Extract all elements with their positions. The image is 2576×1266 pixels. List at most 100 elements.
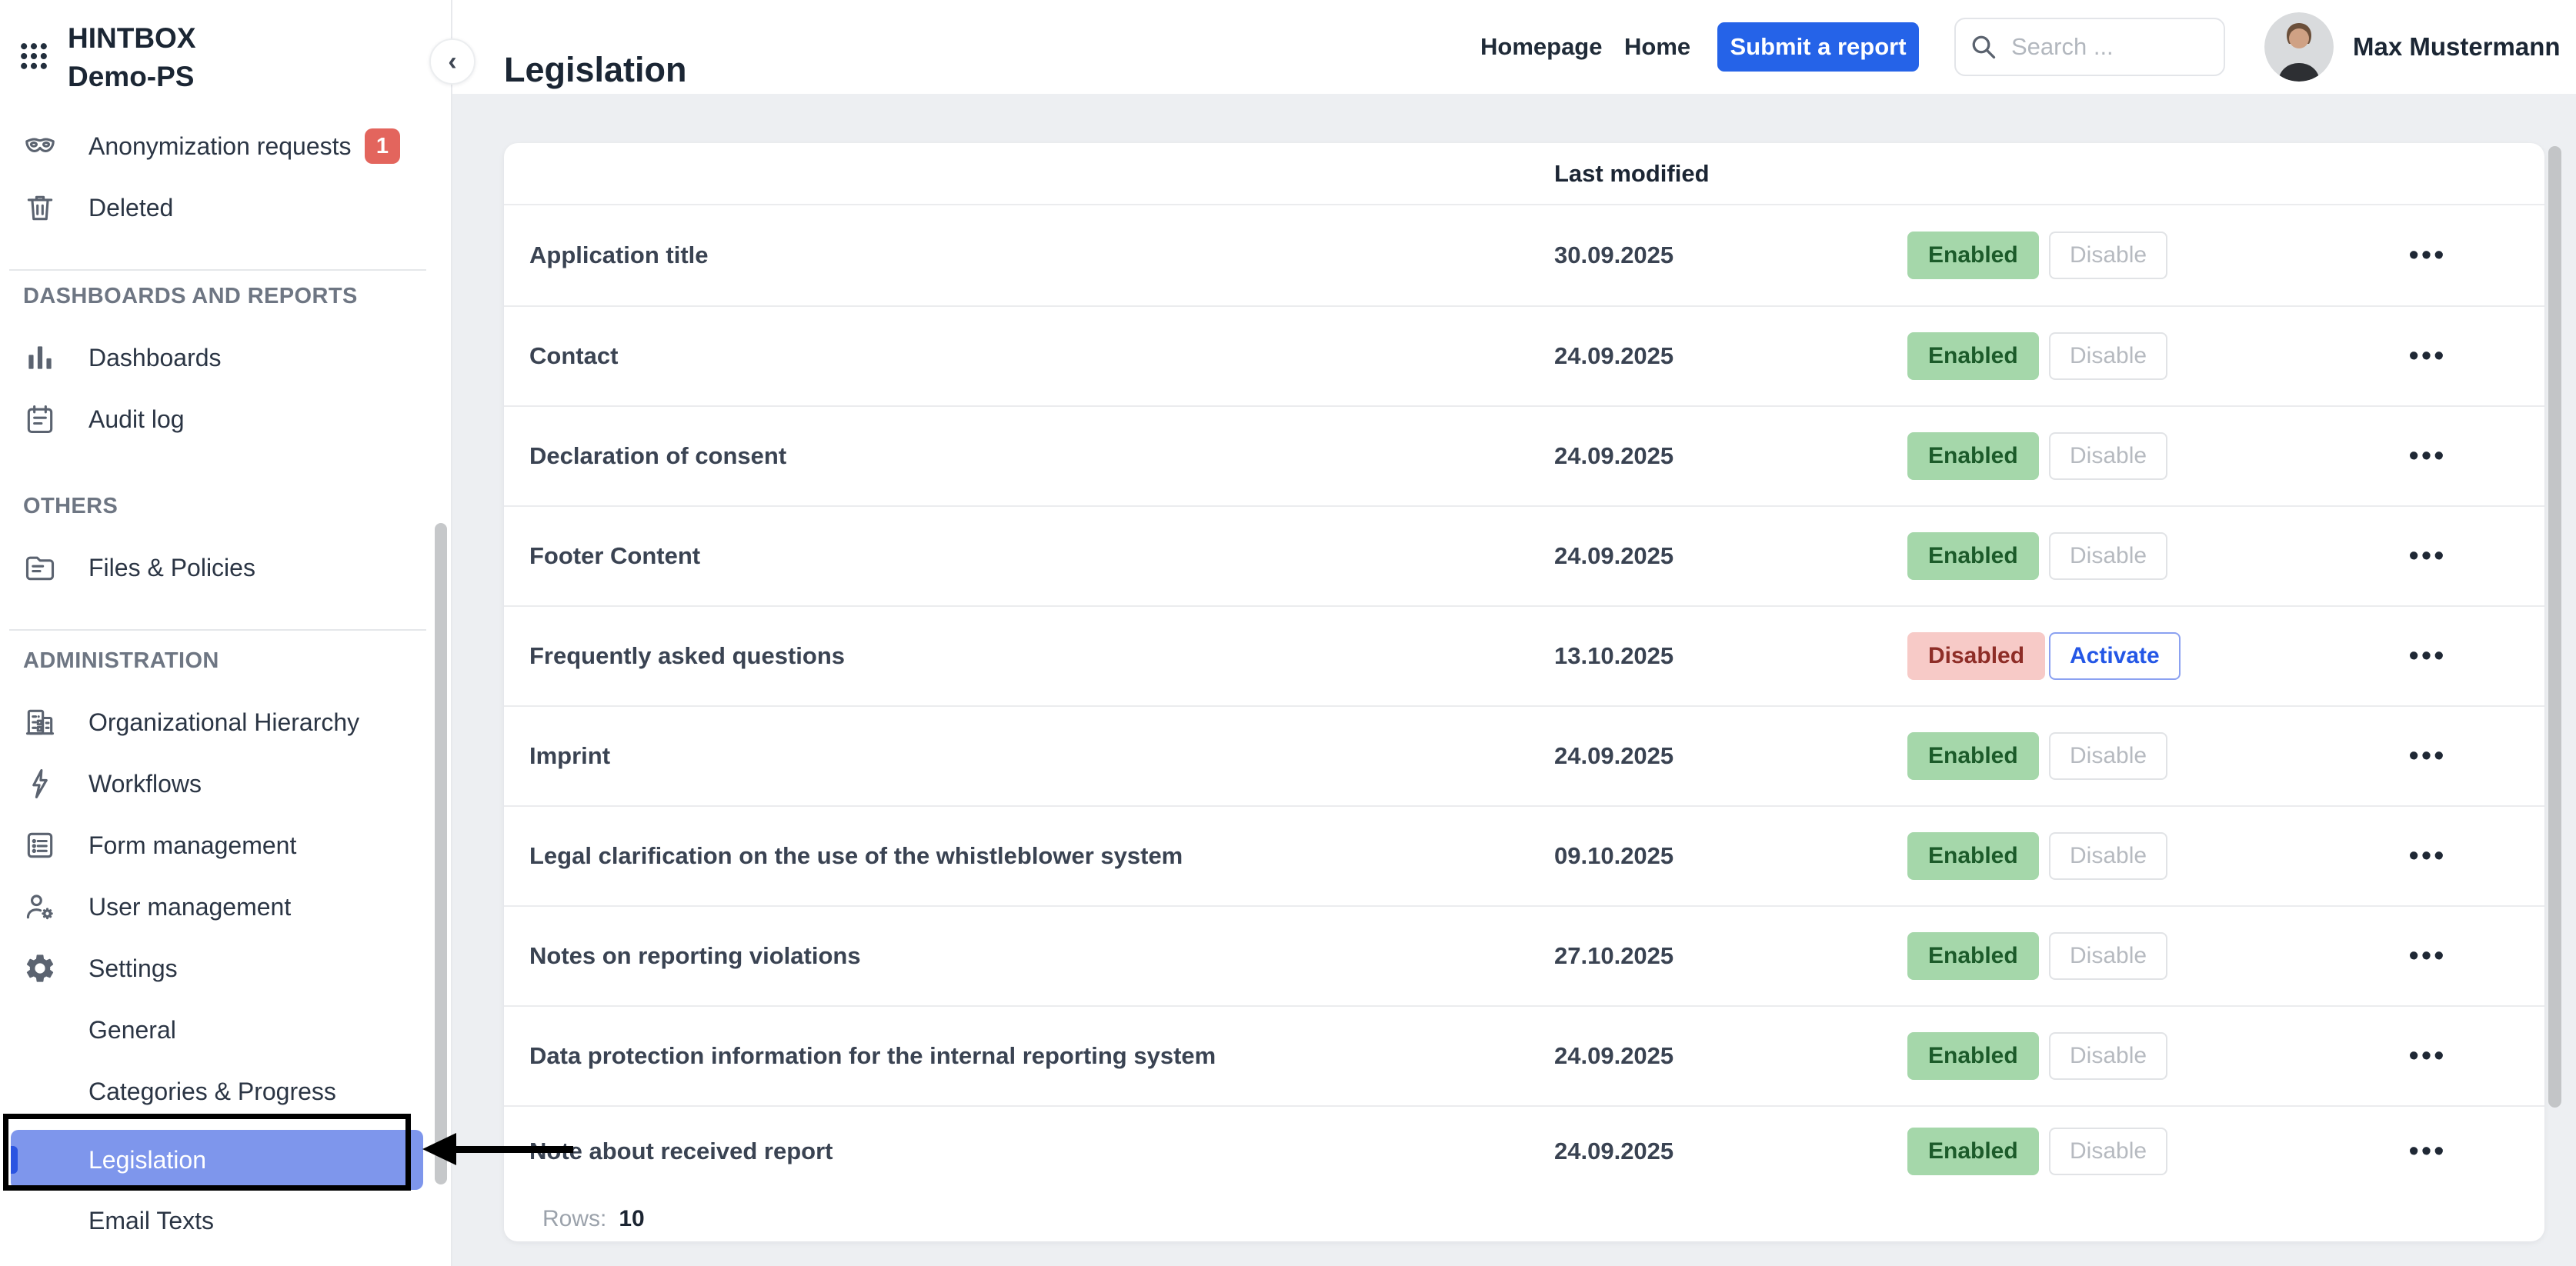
- row-last-modified: 24.09.2025: [1554, 342, 1674, 369]
- column-header-last-modified: Last modified: [1554, 159, 1710, 187]
- status-badge: Enabled: [1907, 932, 2039, 980]
- table-body: Application title 30.09.2025 Enabled Dis…: [504, 205, 2544, 1196]
- row-name: Application title: [529, 242, 709, 268]
- status-badge: Enabled: [1907, 232, 2039, 279]
- search-box[interactable]: [1954, 18, 2225, 76]
- ellipsis-icon[interactable]: •••: [2397, 641, 2458, 671]
- ellipsis-icon[interactable]: •••: [2397, 1137, 2458, 1166]
- ellipsis-icon[interactable]: •••: [2397, 741, 2458, 771]
- row-action-button[interactable]: Disable: [2049, 1032, 2168, 1080]
- status-badge: Enabled: [1907, 432, 2039, 480]
- app-workspace: Demo-PS: [68, 61, 195, 92]
- row-action-button[interactable]: Disable: [2049, 432, 2168, 480]
- status-badge: Enabled: [1907, 1128, 2039, 1175]
- sidebar-collapse-button[interactable]: ‹: [429, 38, 475, 85]
- sidebar-group: Anonymization requests 1 Deleted: [0, 115, 451, 238]
- row-action-button[interactable]: Disable: [2049, 332, 2168, 380]
- user-gear-icon: [23, 890, 57, 924]
- table-row: Note about received report 24.09.2025 En…: [504, 1105, 2544, 1196]
- row-last-modified: 30.09.2025: [1554, 242, 1674, 268]
- search-input[interactable]: [2010, 32, 2210, 62]
- ellipsis-icon[interactable]: •••: [2397, 1041, 2458, 1071]
- sidebar-item-settings-categories-progress[interactable]: Categories & Progress: [0, 1061, 451, 1122]
- sidebar-section-header: OTHERS: [23, 493, 118, 518]
- ellipsis-icon[interactable]: •••: [2397, 241, 2458, 270]
- sidebar-item-label: Categories & Progress: [88, 1077, 336, 1105]
- avatar[interactable]: [2264, 12, 2334, 82]
- status-badge: Enabled: [1907, 532, 2039, 580]
- table-row: Footer Content 24.09.2025 Enabled Disabl…: [504, 505, 2544, 605]
- app-name-line: HINTBOX: [68, 22, 196, 54]
- ellipsis-icon[interactable]: •••: [2397, 341, 2458, 371]
- table-row: Legal clarification on the use of the wh…: [504, 805, 2544, 905]
- app-logo[interactable]: HINTBOX Demo-PS: [0, 0, 451, 115]
- row-name: Footer Content: [529, 542, 701, 569]
- sidebar-item-workflows[interactable]: Workflows: [0, 753, 451, 815]
- sidebar-item-audit-log[interactable]: Audit log: [0, 388, 451, 450]
- sidebar-item-anonymization-requests[interactable]: Anonymization requests 1: [0, 115, 451, 177]
- ellipsis-icon[interactable]: •••: [2397, 841, 2458, 871]
- sidebar-item-settings-email-texts[interactable]: Email Texts: [0, 1190, 451, 1251]
- status-badge: Enabled: [1907, 332, 2039, 380]
- gear-icon: [23, 951, 57, 985]
- row-name: Legal clarification on the use of the wh…: [529, 842, 1183, 869]
- row-action-button[interactable]: Disable: [2049, 1128, 2168, 1175]
- rows-count: 10: [619, 1205, 645, 1231]
- row-action-button[interactable]: Disable: [2049, 232, 2168, 279]
- sidebar-item-form-management[interactable]: Form management: [0, 815, 451, 876]
- row-action-button[interactable]: Disable: [2049, 932, 2168, 980]
- status-badge: Enabled: [1907, 732, 2039, 780]
- table-row: Application title 30.09.2025 Enabled Dis…: [504, 205, 2544, 305]
- row-action-button[interactable]: Disable: [2049, 732, 2168, 780]
- user-name[interactable]: Max Mustermann: [2353, 32, 2561, 61]
- sidebar-item-settings-legislation[interactable]: Legislation: [11, 1130, 423, 1190]
- sidebar-item-user-management[interactable]: User management: [0, 876, 451, 938]
- status-badge: Enabled: [1907, 832, 2039, 880]
- sidebar-scrollbar-thumb[interactable]: [435, 523, 447, 1184]
- sidebar-item-label: Workflows: [88, 769, 202, 798]
- sidebar-section-header: ADMINISTRATION: [23, 648, 219, 673]
- ellipsis-icon[interactable]: •••: [2397, 441, 2458, 471]
- ellipsis-icon[interactable]: •••: [2397, 941, 2458, 971]
- sidebar-item-dashboards[interactable]: Dashboards: [0, 327, 451, 388]
- sidebar-group: DASHBOARDS AND REPORTS Dashboards Audit lo…: [0, 277, 451, 450]
- row-last-modified: 24.09.2025: [1554, 742, 1674, 769]
- row-action-button[interactable]: Disable: [2049, 832, 2168, 880]
- sidebar-item-files-policies[interactable]: Files & Policies: [0, 537, 451, 598]
- nav-link-home[interactable]: Home: [1624, 33, 1691, 60]
- ellipsis-icon[interactable]: •••: [2397, 541, 2458, 571]
- mask-icon: [23, 129, 57, 163]
- folder-icon: [23, 551, 57, 585]
- sidebar-item-label: Deleted: [88, 193, 174, 222]
- table-footer: Rows: 10: [504, 1196, 2544, 1241]
- sidebar-item-settings[interactable]: Settings: [0, 938, 451, 999]
- sidebar-item-organizational-hierarchy[interactable]: Organizational Hierarchy: [0, 691, 451, 753]
- apps-grid-icon: [17, 39, 51, 77]
- sidebar-group: ADMINISTRATION Organizational Hierarchy Wo…: [0, 641, 451, 1251]
- row-last-modified: 24.09.2025: [1554, 1138, 1674, 1164]
- sidebar-item-label: Files & Policies: [88, 553, 255, 581]
- sidebar-item-deleted[interactable]: Deleted: [0, 177, 451, 238]
- row-action-button[interactable]: Activate: [2049, 632, 2181, 680]
- trash-icon: [23, 191, 57, 225]
- row-action-button[interactable]: Disable: [2049, 532, 2168, 580]
- status-badge: Enabled: [1907, 1032, 2039, 1080]
- table-row: Data protection information for the inte…: [504, 1005, 2544, 1105]
- row-name: Declaration of consent: [529, 442, 787, 469]
- sidebar: HINTBOX Demo-PS Anonymization requests 1 D…: [0, 0, 452, 1266]
- sidebar-item-label: Anonymization requests: [88, 132, 352, 160]
- nav-link-homepage[interactable]: Homepage: [1480, 33, 1603, 60]
- table-header-row: Last modified: [504, 143, 2544, 205]
- submit-report-button[interactable]: Submit a report: [1717, 22, 1919, 72]
- sidebar-item-label: Settings: [88, 954, 178, 982]
- rows-label: Rows:: [542, 1205, 607, 1231]
- row-name: Notes on reporting violations: [529, 942, 861, 969]
- sidebar-item-settings-general[interactable]: General: [0, 999, 451, 1061]
- page-scrollbar-thumb[interactable]: [2548, 146, 2561, 1108]
- bolt-icon: [23, 767, 57, 801]
- sidebar-item-label: General: [88, 1015, 176, 1044]
- table-row: Imprint 24.09.2025 Enabled Disable •••: [504, 705, 2544, 805]
- table-row: Frequently asked questions 13.10.2025 Di…: [504, 605, 2544, 705]
- sidebar-item-label: Form management: [88, 831, 297, 859]
- bar-chart-icon: [23, 341, 57, 375]
